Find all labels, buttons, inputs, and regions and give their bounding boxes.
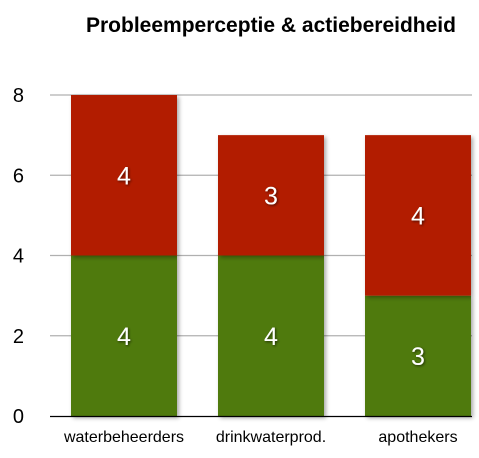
x-category-label-drinkwaterprod.: drinkwaterprod. (216, 429, 326, 446)
y-tick-label-6: 6 (13, 165, 24, 187)
bar-drinkwaterprod.-series-2 (218, 135, 324, 256)
chart-title: Probleemperceptie & actiebereidheid (86, 14, 456, 37)
data-label-waterbeheerders-series-1: 4 (117, 323, 131, 351)
y-tick-label-0: 0 (13, 406, 24, 428)
data-label-waterbeheerders-series-2: 4 (117, 162, 131, 190)
bar-waterbeheerders-series-1 (71, 255, 177, 416)
axes: 0 2 4 6 8 waterbeheerders drinkwaterprod. apoth… (13, 85, 472, 446)
bars: 4 4 4 3 3 4 (71, 95, 471, 416)
bar-drinkwaterprod.-series-1 (218, 255, 324, 416)
y-tick-label-8: 8 (13, 85, 24, 107)
data-label-apothekers-series-2: 4 (411, 202, 425, 230)
x-category-label-apothekers: apothekers (378, 429, 457, 446)
bar-apothekers-series-1 (365, 295, 471, 416)
bar-apothekers-series-2 (365, 135, 471, 296)
data-label-drinkwaterprod.-series-2: 3 (264, 182, 278, 210)
data-label-apothekers-series-1: 3 (411, 343, 425, 371)
x-category-label-waterbeheerders: waterbeheerders (63, 429, 184, 446)
y-tick-label-2: 2 (13, 326, 24, 348)
y-tick-label-4: 4 (13, 246, 24, 268)
data-label-drinkwaterprod.-series-1: 4 (264, 323, 278, 351)
bar-waterbeheerders-series-2 (71, 95, 177, 256)
